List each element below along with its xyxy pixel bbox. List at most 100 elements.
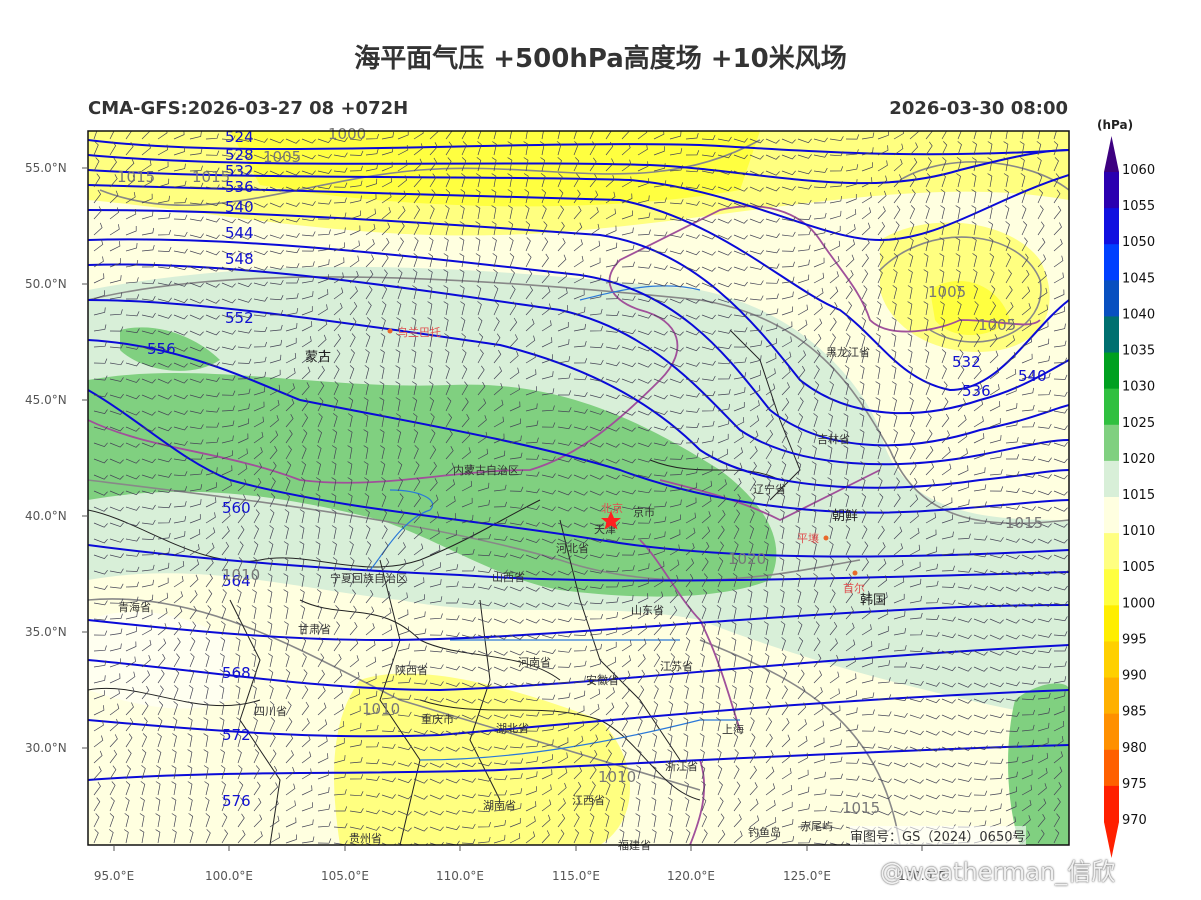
- wind-barb: [429, 221, 435, 236]
- wind-barb: [877, 253, 884, 268]
- wind-barb: [365, 269, 374, 284]
- wind-barb: [1036, 141, 1042, 156]
- wind-barb: [93, 206, 102, 220]
- wind-barb: [1053, 306, 1066, 316]
- wind-barb: [765, 685, 771, 700]
- wind-barb: [253, 296, 268, 302]
- wind-barb: [907, 317, 913, 332]
- wind-barb: [875, 365, 881, 380]
- wind-barb: [429, 511, 440, 524]
- wind-barb: [733, 493, 741, 508]
- lat-label: 30.0°N: [25, 741, 67, 755]
- wind-barb: [253, 138, 268, 143]
- colorbar-segment: [1104, 208, 1119, 245]
- wind-barb: [461, 514, 474, 524]
- wind-barb: [989, 537, 1004, 542]
- wind-barb: [813, 670, 823, 684]
- colorbar-label: 970: [1122, 813, 1147, 828]
- wind-barb: [573, 585, 588, 591]
- wind-barb: [701, 480, 713, 492]
- wind-barb: [797, 229, 812, 236]
- wind-barb: [1021, 319, 1032, 332]
- wind-barb: [203, 749, 209, 764]
- wind-barb: [237, 573, 243, 588]
- colorbar-segment: [1104, 533, 1119, 570]
- wind-barb: [717, 813, 725, 828]
- wind-barb: [125, 671, 136, 684]
- place-chiwei: 赤尾屿: [800, 820, 833, 833]
- wind-barb: [813, 822, 828, 828]
- wind-barb: [221, 345, 236, 350]
- wind-barb: [765, 717, 773, 732]
- wind-barb: [909, 810, 924, 816]
- wind-barb: [1037, 321, 1049, 332]
- wind-barb: [1053, 813, 1061, 828]
- wind-barb: [253, 797, 262, 812]
- wind-barb: [941, 413, 950, 428]
- wind-barb: [685, 184, 700, 189]
- wind-barb: [155, 781, 161, 796]
- wind-barb: [909, 746, 924, 752]
- wind-barb: [843, 461, 849, 476]
- wind-barb: [493, 317, 500, 332]
- wind-barb: [956, 157, 962, 172]
- wind-barb: [557, 356, 571, 364]
- wind-barb: [829, 705, 841, 716]
- wind-barb: [157, 229, 172, 236]
- wind-barb: [589, 719, 599, 732]
- wind-barb: [397, 745, 412, 751]
- wind-barb: [205, 314, 220, 320]
- wind-barb: [765, 154, 780, 160]
- wind-barb: [205, 452, 219, 460]
- wind-barb: [413, 221, 420, 236]
- wind-barb: [269, 733, 276, 748]
- wind-barb: [443, 317, 449, 332]
- wind-barb: [797, 319, 808, 332]
- pressure-label: 1000: [328, 125, 366, 143]
- wind-barb: [397, 190, 407, 204]
- wind-barb: [477, 499, 490, 508]
- wind-barb: [493, 618, 508, 624]
- wind-barb: [1003, 157, 1009, 172]
- wind-barb: [717, 170, 732, 175]
- wind-barb: [429, 413, 435, 428]
- wind-barb: [109, 765, 117, 780]
- border-line: [659, 469, 881, 522]
- wind-barb: [365, 589, 374, 604]
- wind-barb: [557, 813, 566, 828]
- wind-barb: [765, 293, 779, 300]
- wind-barb: [845, 775, 860, 781]
- wind-barb: [173, 516, 187, 524]
- wind-barb: [509, 728, 524, 734]
- wind-barb: [829, 739, 842, 748]
- wind-barb: [716, 733, 722, 748]
- wind-barb: [941, 141, 948, 156]
- wind-barb: [813, 349, 821, 364]
- wind-barb: [1005, 681, 1020, 687]
- wind-barb: [669, 330, 684, 336]
- wind-barb: [397, 175, 408, 188]
- wind-barb: [829, 807, 844, 813]
- wind-barb: [1021, 815, 1031, 828]
- wind-barb: [381, 146, 394, 156]
- wind-barb: [461, 778, 476, 783]
- wind-barb: [557, 339, 570, 348]
- wind-barb: [685, 497, 697, 508]
- wind-barb: [653, 685, 659, 700]
- wind-barb: [621, 765, 626, 780]
- wind-barb: [797, 184, 812, 190]
- wind-barb: [540, 173, 546, 188]
- wind-barb: [445, 682, 460, 687]
- wind-barb: [732, 573, 738, 588]
- wind-barb: [797, 350, 807, 364]
- wind-barb: [589, 553, 604, 559]
- wind-barb: [365, 133, 380, 140]
- wind-barb: [93, 256, 104, 268]
- wind-barb: [891, 349, 897, 364]
- colorbar-label: 1015: [1122, 488, 1155, 503]
- height-label: 532: [225, 162, 254, 180]
- wind-barb: [781, 768, 792, 780]
- wind-barb: [845, 525, 851, 540]
- wind-barb: [973, 552, 988, 558]
- wind-barb: [283, 541, 289, 556]
